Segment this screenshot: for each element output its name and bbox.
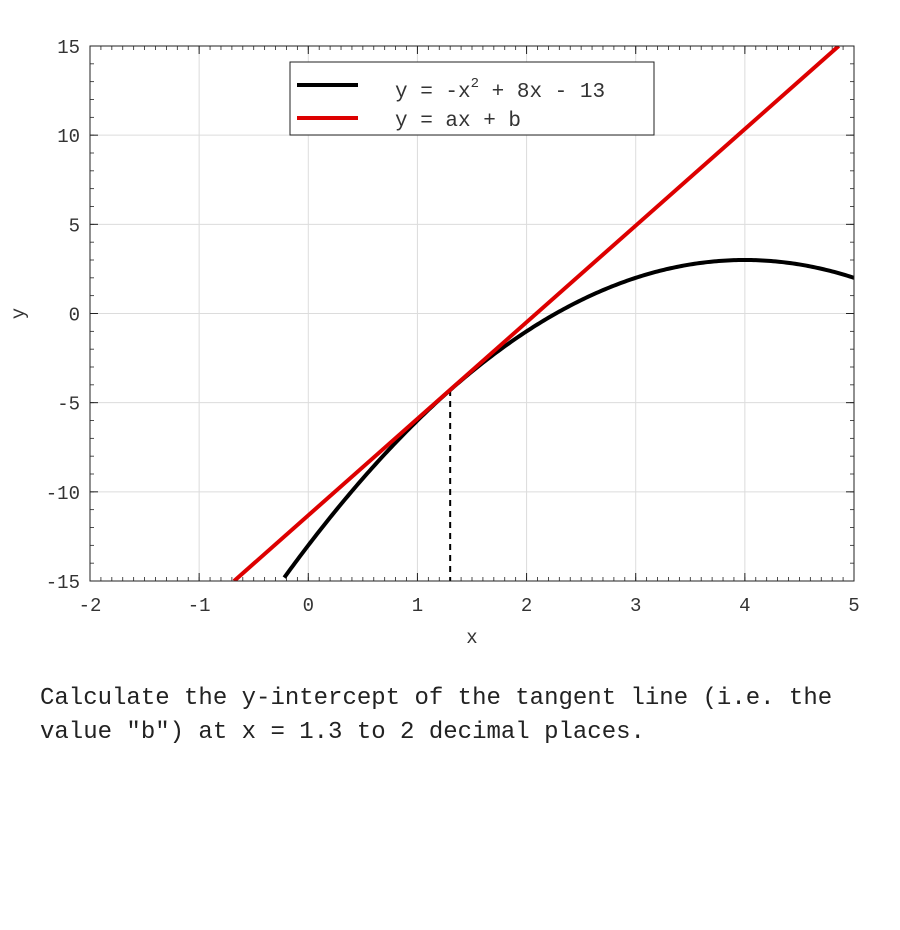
y-tick-label: -15: [46, 572, 80, 594]
y-tick-label: 5: [69, 215, 80, 237]
y-tick-label: 10: [57, 126, 80, 148]
plot-frame: [89, 45, 855, 582]
y-tick-label: -5: [57, 394, 80, 416]
series-parabola: [282, 257, 854, 579]
x-tick-label: 2: [521, 595, 532, 617]
y-tick-label: -10: [46, 483, 80, 505]
y-tick-label: 15: [57, 37, 80, 59]
question-text: Calculate the y-intercept of the tangent…: [40, 685, 833, 746]
legend-label-tangent: y = ax + b: [395, 110, 521, 133]
x-tick-label: 3: [630, 595, 641, 617]
series-layer: [232, 46, 854, 581]
y-tick-label: 0: [69, 305, 80, 327]
legend: y = -x2 + 8x - 13 y = ax + b: [289, 61, 655, 136]
x-tick-label: 4: [739, 595, 750, 617]
legend-box: [289, 61, 655, 136]
legend-label-parabola: y = -x2 + 8x - 13: [395, 76, 605, 104]
series-tangent-line: [232, 46, 841, 581]
x-tick-label: -2: [79, 595, 102, 617]
x-axis-label: x: [466, 627, 477, 649]
x-tick-label: -1: [188, 595, 211, 617]
x-tick-label: 5: [848, 595, 859, 617]
minor-ticks: [89, 45, 855, 582]
x-tick-label: 0: [303, 595, 314, 617]
x-tick-label: 1: [412, 595, 423, 617]
y-axis-label: y: [8, 308, 30, 319]
